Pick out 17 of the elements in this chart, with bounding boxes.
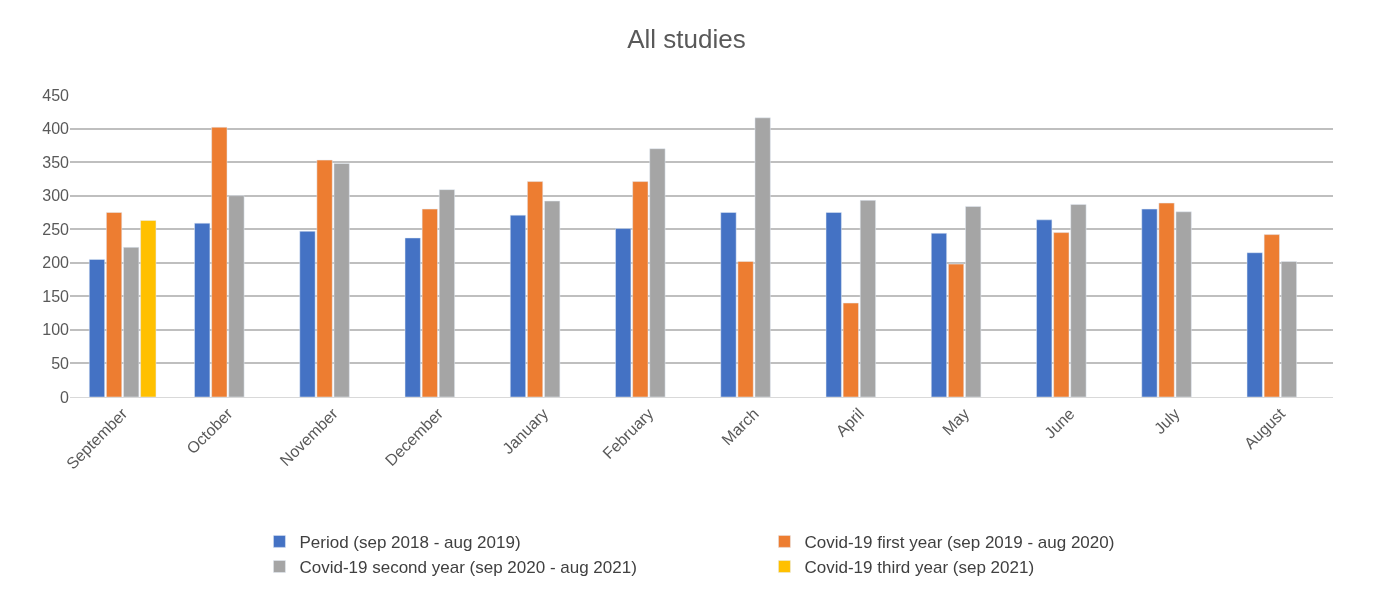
y-tick-label: 250 [42, 220, 70, 238]
y-tick-label: 200 [42, 254, 70, 272]
legend-label: Covid-19 first year (sep 2019 - aug 2020) [804, 533, 1115, 553]
y-tick-label: 350 [42, 153, 70, 171]
y-tick-label: 50 [51, 355, 70, 373]
legend-label: Covid-19 third year (sep 2021) [804, 558, 1035, 578]
chart-title: All studies [627, 24, 746, 55]
x-tick-label: July [1150, 404, 1183, 438]
x-tick-label: May [939, 404, 973, 439]
y-tick-label: 150 [42, 287, 70, 305]
y-tick-label: 450 [42, 86, 70, 104]
legend-label: Covid-19 second year (sep 2020 - aug 2021) [299, 558, 637, 578]
y-tick-label: 0 [60, 388, 70, 406]
legend-label: Period (sep 2018 - aug 2019) [299, 533, 521, 553]
y-tick-label: 300 [42, 187, 70, 205]
y-tick-label: 400 [42, 120, 70, 138]
y-tick-label: 100 [42, 321, 70, 339]
